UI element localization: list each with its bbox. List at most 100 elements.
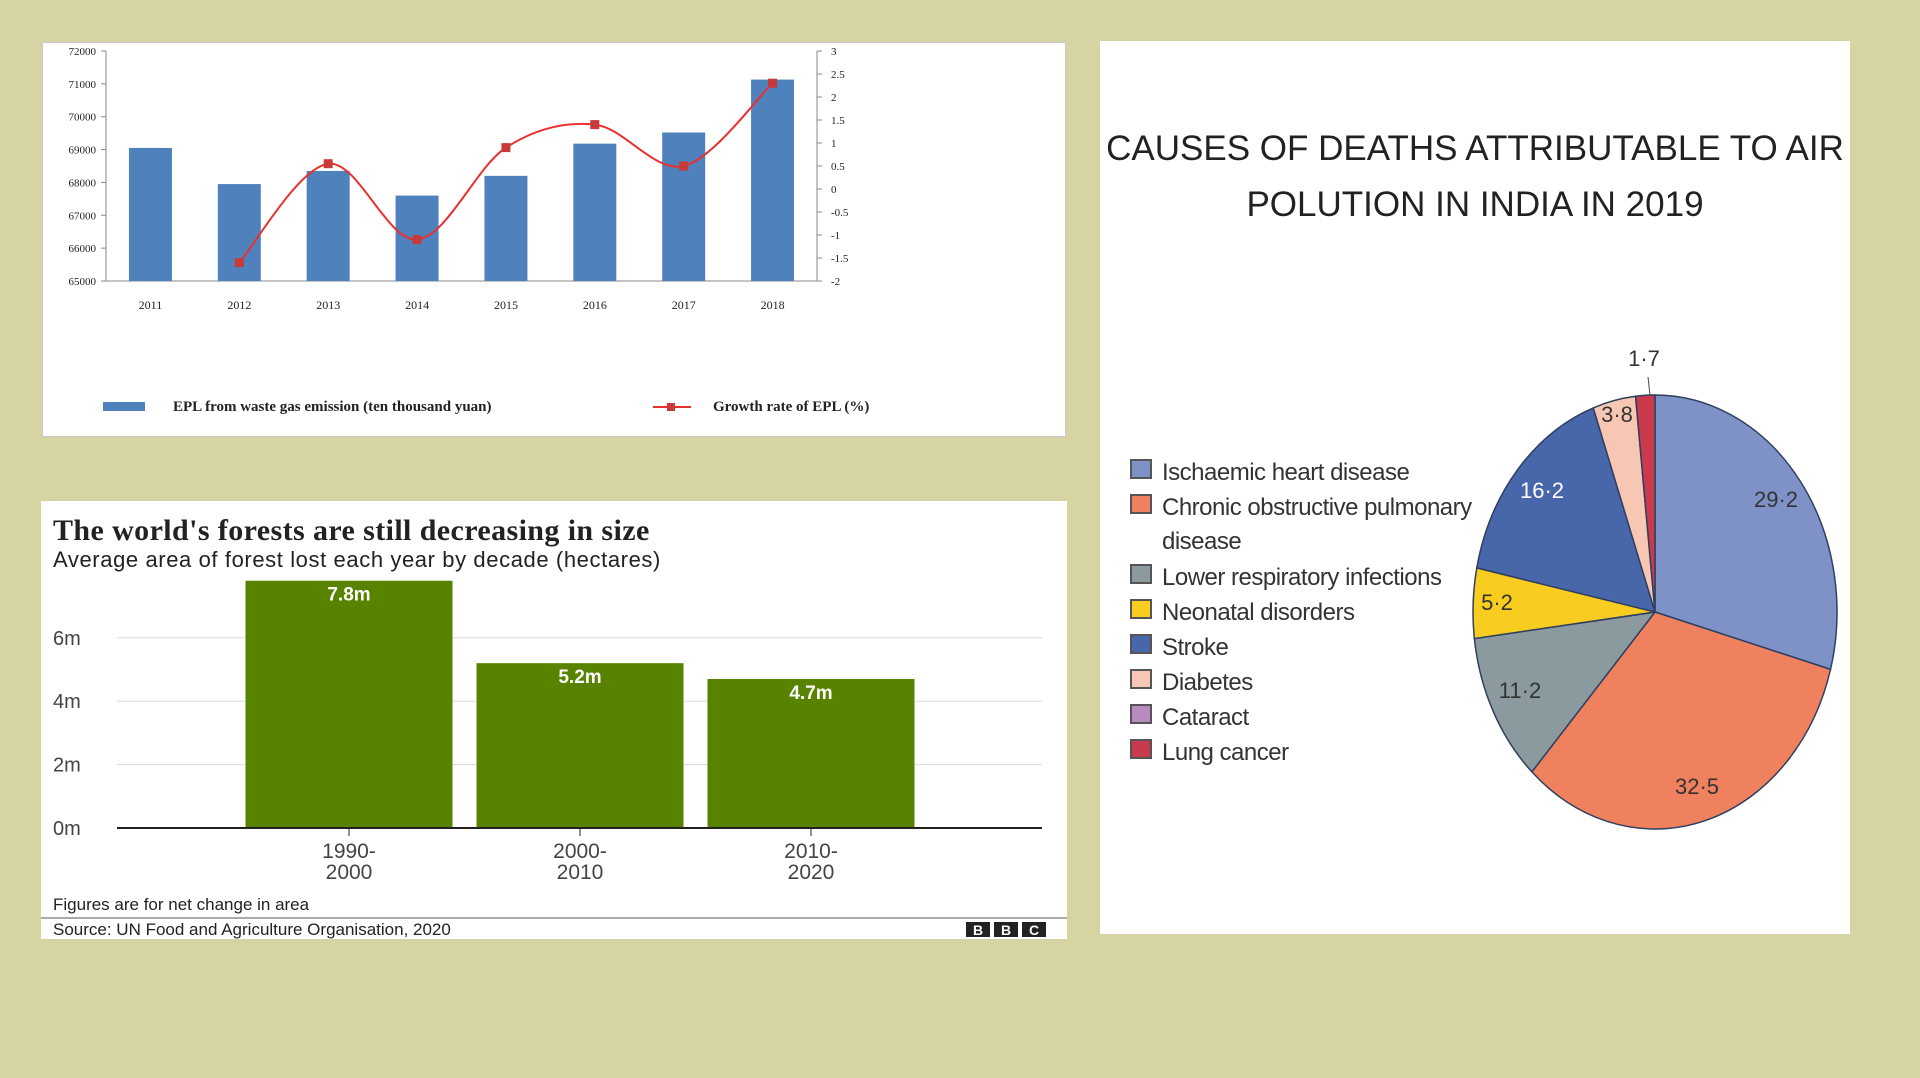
epl-left-tick-label: 72000 bbox=[69, 46, 97, 58]
pie-legend-item: Lung cancer bbox=[1130, 736, 1492, 771]
forest-bar-1 bbox=[476, 663, 684, 828]
pie-legend-label: Lower respiratory infections bbox=[1162, 564, 1442, 591]
pie-leader-line bbox=[1647, 376, 1651, 396]
pie-data-label: 5·2 bbox=[1481, 590, 1513, 615]
pie-chart-panel: CAUSES OF DEATHS ATTRIBUTABLE TO AIR POL… bbox=[1100, 41, 1850, 934]
epl-x-tick-label: 2014 bbox=[405, 298, 429, 312]
pie-slice-7 bbox=[1634, 394, 1656, 613]
pie-legend-swatch bbox=[1130, 739, 1152, 759]
pie-data-label: 1·7 bbox=[1628, 346, 1660, 371]
pie-slice-1 bbox=[1530, 611, 1832, 830]
epl-x-tick-label: 2015 bbox=[494, 298, 518, 312]
forest-y-tick-label: 2m bbox=[53, 755, 81, 777]
epl-right-tick-label: 3 bbox=[831, 46, 837, 58]
pie-legend-swatch bbox=[1130, 459, 1152, 479]
pie-legend-label: Diabetes bbox=[1162, 669, 1253, 696]
epl-growth-point bbox=[679, 161, 689, 171]
epl-chart: 72000 71000 70000 69000 68000 67000 66000 65000… bbox=[69, 46, 870, 415]
forest-source: Source: UN Food and Agriculture Organisa… bbox=[53, 920, 451, 939]
epl-x-tick-label: 2018 bbox=[761, 298, 785, 312]
forest-chart-panel: The world's forests are still decreasing… bbox=[41, 501, 1067, 939]
epl-right-tick-label: -1 bbox=[831, 230, 840, 242]
forest-chart: The world's forests are still decreasing… bbox=[41, 514, 1067, 939]
epl-x-tick-label: 2016 bbox=[583, 298, 607, 312]
epl-growth-point bbox=[501, 143, 511, 153]
pie-slice-2 bbox=[1473, 610, 1657, 773]
epl-left-tick-label: 71000 bbox=[69, 79, 97, 91]
epl-growth-point bbox=[590, 120, 600, 130]
forest-note: Figures are for net change in area bbox=[53, 895, 310, 914]
forest-x-tick-label: 2000- bbox=[553, 840, 607, 863]
pie-legend-label: Neonatal disorders bbox=[1162, 599, 1355, 626]
pie-legend-swatch bbox=[1130, 564, 1152, 584]
bbc-logo-block bbox=[1022, 922, 1046, 937]
epl-bar-2011 bbox=[128, 147, 172, 281]
epl-x-tick-label: 2013 bbox=[316, 298, 340, 312]
epl-right-tick-label: 1 bbox=[831, 138, 837, 150]
epl-x-tick-label: 2012 bbox=[227, 298, 251, 312]
epl-growth-point bbox=[412, 235, 422, 245]
pie-chart: 29·2 32·5 11·2 5·2 16·2 3·8 1·7 bbox=[1472, 346, 1838, 830]
epl-right-tick-label: -1.5 bbox=[831, 253, 849, 265]
epl-left-tick-label: 68000 bbox=[69, 177, 97, 189]
epl-bar-2013 bbox=[306, 170, 350, 281]
pie-title-line-2: POLUTION IN INDIA IN 2019 bbox=[1246, 185, 1704, 224]
pie-data-label: 3·8 bbox=[1601, 402, 1633, 427]
pie-data-label: 32·5 bbox=[1675, 774, 1719, 799]
forest-x-tick-label: 2010 bbox=[557, 861, 604, 884]
pie-data-label: 16·2 bbox=[1520, 478, 1564, 503]
epl-legend-line-label: Growth rate of EPL (%) bbox=[713, 399, 869, 415]
forest-y-tick-label: 0m bbox=[53, 818, 81, 840]
pie-legend-label: Cataract bbox=[1162, 704, 1249, 731]
forest-subtitle: Average area of forest lost each year by… bbox=[53, 547, 661, 572]
epl-growth-point bbox=[768, 78, 778, 88]
epl-right-tick-label: 2 bbox=[831, 92, 837, 104]
epl-legend-bar-swatch bbox=[103, 402, 145, 411]
pie-legend-swatch bbox=[1130, 669, 1152, 689]
forest-x-tick-label: 1990- bbox=[322, 840, 376, 863]
forest-x-tick-label: 2020 bbox=[788, 861, 835, 884]
pie-legend-label: Chronic obstructive pulmonary disease bbox=[1162, 494, 1472, 555]
epl-bar-2016 bbox=[573, 143, 617, 281]
forest-data-label: 5.2m bbox=[558, 667, 601, 688]
pie-legend-item: Cataract bbox=[1130, 701, 1492, 736]
pie-data-label: 29·2 bbox=[1754, 487, 1798, 512]
forest-y-tick-label: 4m bbox=[53, 691, 81, 713]
pie-legend-item: Neonatal disorders bbox=[1130, 596, 1492, 631]
forest-bar-2 bbox=[707, 679, 915, 828]
forest-y-tick-label: 6m bbox=[53, 628, 81, 650]
pie-title-line-1: CAUSES OF DEATHS ATTRIBUTABLE TO AIR bbox=[1106, 129, 1844, 168]
pie-legend-swatch bbox=[1130, 599, 1152, 619]
bbc-logo-letter: B bbox=[1001, 922, 1011, 938]
epl-left-tick-label: 65000 bbox=[69, 276, 97, 288]
epl-right-tick-label: 1.5 bbox=[831, 115, 845, 127]
pie-legend-item: Diabetes bbox=[1130, 666, 1492, 701]
pie-slice-0 bbox=[1654, 394, 1838, 671]
pie-legend-swatch bbox=[1130, 634, 1152, 654]
epl-x-tick-label: 2011 bbox=[139, 298, 163, 312]
epl-bar-2017 bbox=[662, 132, 706, 281]
epl-bar-2018 bbox=[751, 79, 795, 281]
forest-data-label: 4.7m bbox=[789, 683, 832, 704]
pie-legend-item: Chronic obstructive pulmonary disease bbox=[1130, 491, 1492, 561]
epl-bar-2015 bbox=[484, 175, 528, 281]
epl-right-tick-label: 0 bbox=[831, 184, 837, 196]
epl-left-tick-label: 69000 bbox=[69, 145, 97, 157]
pie-legend-swatch bbox=[1130, 494, 1152, 514]
epl-right-tick-label: -2 bbox=[831, 276, 840, 288]
forest-bar-0 bbox=[245, 580, 453, 828]
bbc-logo-letter: C bbox=[1029, 922, 1039, 938]
epl-legend-line-marker bbox=[667, 403, 675, 411]
pie-legend-label: Ischaemic heart disease bbox=[1162, 459, 1410, 486]
pie-legend-swatch bbox=[1130, 704, 1152, 724]
epl-legend-bar-label: EPL from waste gas emission (ten thousan… bbox=[173, 399, 492, 415]
pie-legend-label: Stroke bbox=[1162, 634, 1229, 661]
pie-legend: Ischaemic heart disease Chronic obstructi… bbox=[1130, 456, 1492, 771]
epl-left-tick-label: 67000 bbox=[69, 210, 97, 222]
pie-data-label: 11·2 bbox=[1499, 678, 1541, 703]
forest-x-tick-label: 2010- bbox=[784, 840, 838, 863]
forest-x-tick-label: 2000 bbox=[326, 861, 373, 884]
forest-data-label: 7.8m bbox=[327, 585, 370, 606]
pie-legend-item: Ischaemic heart disease bbox=[1130, 456, 1492, 491]
epl-right-tick-label: 2.5 bbox=[831, 69, 845, 81]
